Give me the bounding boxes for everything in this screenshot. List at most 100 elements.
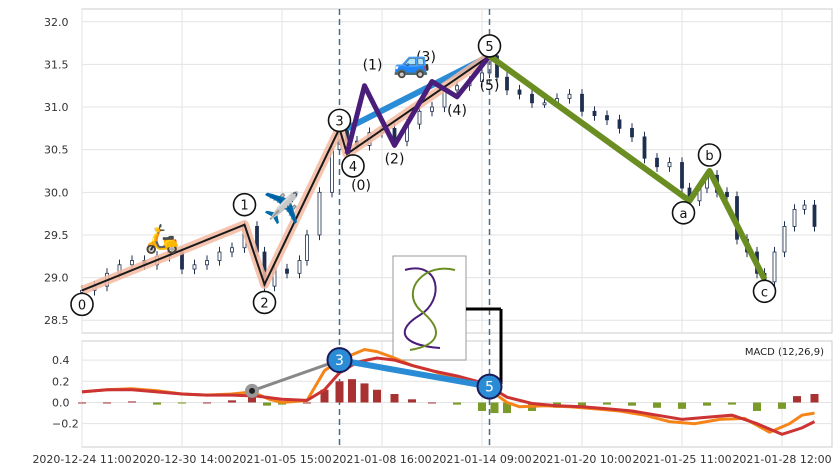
macd-histogram-bar bbox=[335, 381, 344, 403]
candle-body bbox=[782, 226, 787, 253]
candle-body bbox=[230, 247, 234, 253]
macd-histogram-bar bbox=[78, 402, 86, 404]
x-tick-label: 2021-01-20 10:00 bbox=[532, 453, 631, 466]
signal-line bbox=[81, 356, 816, 436]
inset-thumbnail bbox=[392, 255, 467, 361]
candle-body bbox=[680, 162, 684, 189]
correction-wave-circle bbox=[752, 279, 777, 304]
macd-histogram-bar bbox=[478, 402, 486, 411]
candle-body bbox=[455, 85, 459, 91]
correction-wave-label: a bbox=[680, 207, 688, 222]
candle-body bbox=[495, 55, 499, 78]
x-tick-label: 2020-12-24 11:00 bbox=[32, 453, 131, 466]
primary-wave-circle bbox=[232, 192, 257, 217]
macd-histogram-bar bbox=[203, 402, 211, 404]
candle-body bbox=[130, 260, 134, 266]
sub-wave-label: (3) bbox=[416, 49, 436, 65]
primary-wave-label: 2 bbox=[260, 296, 268, 311]
primary-wave-circle bbox=[341, 154, 365, 178]
sub-wave-label: (1) bbox=[363, 58, 383, 74]
macd-histogram-bar bbox=[263, 402, 271, 406]
primary-wave-label: 0 bbox=[78, 298, 86, 313]
macd-histogram-bar bbox=[408, 399, 416, 403]
x-tick-label: 2021-01-05 15:00 bbox=[232, 453, 331, 466]
macd-connector bbox=[251, 358, 340, 393]
macd-wave-label: 3 bbox=[335, 353, 344, 369]
macd-y-tick: 0.0 bbox=[52, 396, 70, 409]
macd-histogram-bar bbox=[678, 402, 686, 409]
correction-wave-circle bbox=[697, 143, 722, 167]
macd-y-tick: −0.2 bbox=[52, 418, 79, 431]
candle-body bbox=[205, 260, 209, 266]
primary-wave-circle bbox=[70, 292, 94, 317]
sub-wave-label: (4) bbox=[447, 103, 467, 119]
candle-body bbox=[725, 191, 729, 197]
candle-body bbox=[605, 115, 609, 121]
macd-histogram-bar bbox=[503, 402, 511, 414]
macd-histogram-bar bbox=[153, 402, 161, 405]
candle-body bbox=[417, 110, 422, 125]
macd-histogram-bar bbox=[653, 402, 661, 408]
candle-body bbox=[617, 119, 622, 129]
macd-y-tick: 0.2 bbox=[52, 375, 70, 388]
primary-wave-line bbox=[81, 55, 491, 292]
macd-histogram-bar bbox=[490, 402, 499, 414]
candle-body bbox=[802, 204, 807, 210]
candle-body bbox=[285, 268, 289, 274]
price-y-tick: 29.5 bbox=[44, 229, 69, 242]
primary-wave-circle bbox=[477, 34, 502, 58]
inset-curve bbox=[409, 267, 456, 351]
macd-histogram-bar bbox=[753, 402, 761, 411]
correction-wave-circle bbox=[671, 201, 696, 225]
candle-body bbox=[542, 102, 547, 106]
macd-y-tick: 0.4 bbox=[52, 354, 70, 367]
macd-histogram-bar bbox=[178, 402, 186, 404]
primary-wave-label: 3 bbox=[335, 114, 343, 129]
macd-histogram-bar bbox=[303, 402, 311, 404]
price-y-tick: 30.0 bbox=[44, 186, 69, 199]
macd-histogram-bar bbox=[320, 389, 329, 403]
sub-wave-line bbox=[344, 54, 492, 155]
macd-wave-circle bbox=[326, 347, 353, 374]
primary-wave-label: 4 bbox=[349, 160, 357, 175]
price-y-tick: 29.0 bbox=[44, 272, 69, 285]
macd-histogram-bar bbox=[628, 402, 636, 406]
x-tick-label: 2021-01-28 12:00 bbox=[732, 453, 831, 466]
candle-body bbox=[642, 136, 647, 159]
price-y-tick: 30.5 bbox=[44, 144, 69, 157]
x-tick-label: 2021-01-14 09:00 bbox=[432, 453, 531, 466]
airplane-icon: ✈️ bbox=[263, 189, 300, 226]
macd-histogram-bar bbox=[453, 402, 461, 405]
macd-trend-line bbox=[338, 357, 491, 390]
car-icon: 🚙 bbox=[393, 45, 430, 80]
candle-body bbox=[305, 234, 309, 261]
macd-histogram-bar bbox=[778, 402, 786, 409]
macd-wave-label: 5 bbox=[485, 380, 494, 396]
candle-body bbox=[567, 93, 572, 99]
macd-start-marker-dot bbox=[249, 387, 255, 394]
sub-wave-label: (5) bbox=[480, 78, 500, 94]
macd-histogram-bar bbox=[103, 402, 111, 404]
candle-body bbox=[217, 251, 222, 261]
correction-wave-label: b bbox=[705, 149, 713, 164]
price-y-tick: 28.5 bbox=[44, 314, 69, 327]
candle-body bbox=[430, 106, 434, 112]
candle-body bbox=[655, 157, 659, 168]
primary-wave-circle bbox=[327, 108, 352, 133]
macd-histogram-bar bbox=[793, 396, 801, 403]
primary-wave-circle bbox=[252, 290, 277, 315]
price-y-tick: 32.0 bbox=[44, 16, 69, 29]
macd-legend: MACD (12,26,9) bbox=[745, 347, 824, 358]
sub-wave-label: (2) bbox=[385, 151, 405, 167]
macd-histogram-bar bbox=[603, 402, 611, 405]
primary-wave-label: 1 bbox=[240, 199, 248, 214]
sub-wave-label: (0) bbox=[351, 178, 371, 194]
macd-histogram-bar bbox=[128, 401, 136, 403]
price-y-tick: 31.5 bbox=[44, 58, 69, 71]
macd-wave-circle bbox=[476, 373, 503, 400]
macd-histogram-bar bbox=[428, 402, 436, 404]
candle-body bbox=[480, 72, 484, 82]
candle-body bbox=[317, 191, 322, 236]
